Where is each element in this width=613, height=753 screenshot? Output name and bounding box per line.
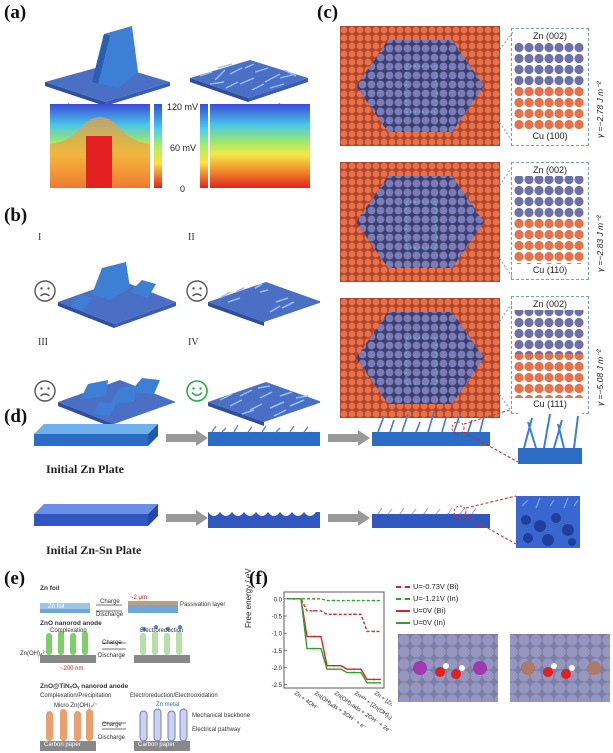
scenario-label-1: I [38,232,42,243]
free-energy-chart: 0.0-0.5-1.0-1.5-2.0-2.5Zn + 4OH⁻Zn(OH)ₐd… [272,591,392,743]
panel-label-a: (a) [4,2,27,23]
y-tick-label: -1.5 [272,649,283,655]
surface-energy-2: γ =−2.83 J m⁻² [595,215,605,272]
data-point [313,597,315,600]
happy-face-icon [186,380,208,402]
sad-face-icon [34,280,56,302]
complexation-label: Complexation [50,628,87,634]
sad-face-icon [34,380,56,402]
elec-red-ox-label: Electroreduction/Electrooxidation [130,693,218,699]
data-point [353,671,355,674]
data-point [333,664,335,667]
legend-label: U=-0.73V (Bi) [413,582,459,591]
scenario-label-2: II [188,232,195,243]
panel-e-schematic [40,601,190,751]
comp-precip-label: Complexation/Precipitation [40,693,112,699]
panel-label-e: (e) [4,568,26,589]
carbon-paper-label-2: Carbon paper [138,742,175,748]
zn-plate-caption: Initial Zn Plate [46,462,125,476]
mechanical-backbone-label: Mechanical backbone [192,713,251,719]
zn-metal-label: Zn metal [156,702,180,708]
y-axis-label: Free energy / eV [244,568,253,628]
cu-facet-label: Cu (110) [532,265,568,275]
zn-facet-label: Zn (002) [532,165,567,175]
scenario-label-4: IV [188,337,199,348]
electrical-pathway-label: Electrical pathway [192,727,241,733]
legend-label: U=0V (In) [413,618,446,627]
y-tick-label: -0.5 [272,615,283,621]
y-tick-label: -2.5 [272,683,283,689]
y-tick-label: -1.0 [272,632,283,638]
discharge-label: Discharge [96,612,124,618]
data-point [313,609,315,612]
plot-frame [283,591,385,689]
thickness-label: ~2 μm [130,595,147,601]
scenario-label-3: III [38,337,48,348]
data-point [373,681,375,684]
carbon-paper-label: Carbon paper [44,742,81,748]
zincate-label: Zn(OH)₄²⁻ [20,651,48,657]
discharge-label-2: Discharge [98,653,126,659]
data-point [373,599,375,602]
y-tick-label: 0.0 [274,597,283,603]
data-point [353,668,355,671]
data-point [373,630,375,633]
zn-foil-label: Zn foil [48,604,65,610]
data-point [373,678,375,681]
panel-b-morphologies [58,262,320,428]
data-point [333,599,335,602]
charge-label-3: Charge [102,722,122,728]
zn-facet-label: Zn (002) [532,31,567,41]
adsorption-structures [398,634,610,702]
zno-tin-anode-title: ZnO@TiNₓOᵧ nanorod anode [40,683,129,690]
data-point [313,647,315,650]
charge-label: Charge [100,599,120,605]
passivation-label: Passivation layer [180,602,226,608]
micro-zincate-label: Micro Zn(OH)₄²⁻ [54,703,98,709]
data-point [353,599,355,602]
zoom-guides [495,31,514,415]
zno-anode-title: ZnO nanorod anode [40,620,102,627]
cu-facet-label: Cu (100) [532,131,568,141]
sad-face-icon [186,280,208,302]
electroreduction-label: Electroreduction [140,628,184,634]
rod-size-label: ~200 nm [60,666,84,672]
panel-d-schematic [34,410,582,548]
cu-facet-label: Cu (111) [533,399,567,409]
panel-c-lattices [340,26,500,418]
panel-label-c: (c) [317,2,339,23]
discharge-label-3: Discharge [98,735,126,741]
data-point [293,597,295,600]
panel-label-d: (d) [4,406,28,427]
surface-energy-1: γ =−2.78 J m⁻² [595,81,605,138]
zn-foil-title: Zn foil [40,585,60,592]
colorbar-mid-label: 60 mV [170,143,197,153]
y-tick-label: -2.0 [272,666,283,672]
legend-label: U=0V (Bi) [413,606,446,615]
panel-label-b: (b) [4,205,28,226]
data-point [313,635,315,638]
interface-atom-layers [514,42,584,398]
panel-a-3d-models [45,26,308,108]
legend-label: U=-1.21V (In) [413,594,459,603]
colorbar-min-label: 0 [180,184,186,194]
zn-sn-plate-caption: Initial Zn-Sn Plate [46,543,142,557]
series-line [287,598,381,684]
data-point [333,668,335,671]
data-point [353,613,355,616]
colorbar-max-label: 120 mV [167,102,199,112]
zn-facet-label: Zn (002) [532,299,567,309]
surface-energy-3: γ =−5.08 J m⁻² [595,349,605,406]
charge-label-2: Charge [102,640,122,646]
data-point [333,613,335,616]
series-line [287,598,381,681]
panel-a-heatmaps [50,104,310,188]
panel-label-f: (f) [249,568,268,589]
